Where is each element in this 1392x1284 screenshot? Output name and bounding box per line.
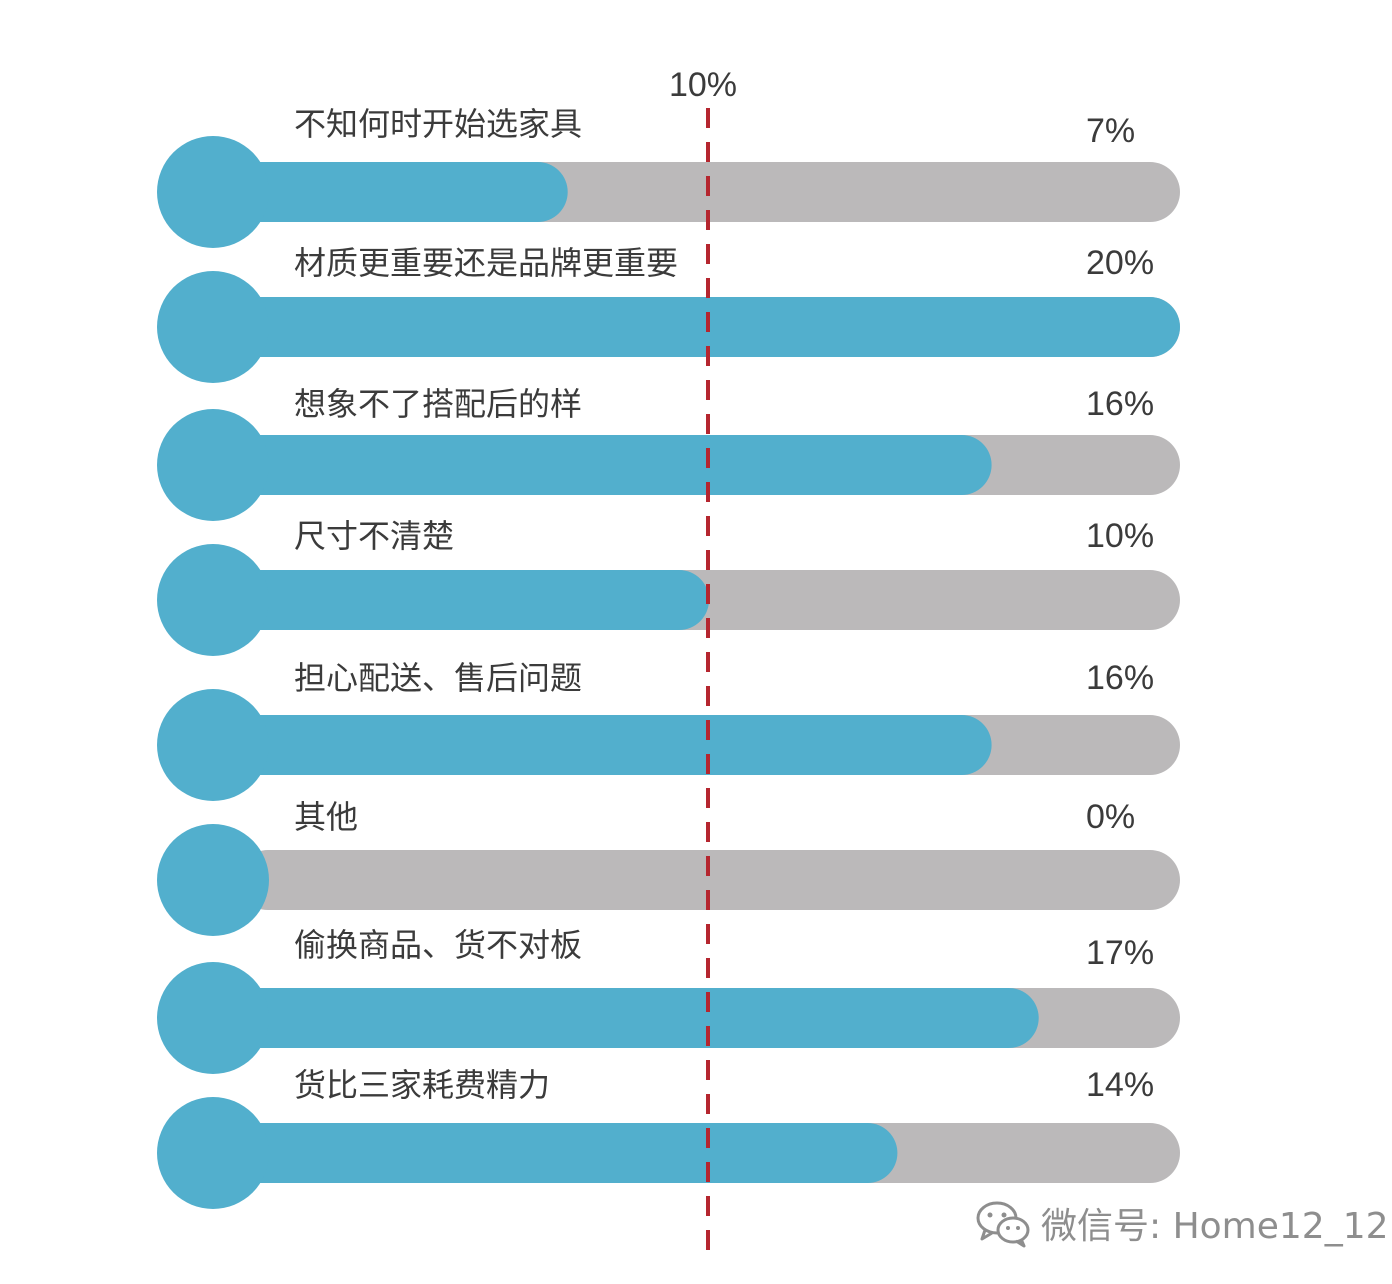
value-label: 10%	[1086, 517, 1154, 555]
chart-row: 材质更重要还是品牌更重要 20%	[157, 244, 1180, 383]
value-label: 16%	[1086, 659, 1154, 697]
bar-bulb	[157, 1097, 269, 1209]
chart-row: 偷换商品、货不对板 17%	[157, 926, 1180, 1074]
bar-value	[208, 988, 1039, 1048]
watermark-text: 微信号: Home12_12	[1041, 1206, 1389, 1247]
bar-value	[208, 297, 1180, 357]
watermark: 微信号: Home12_12	[975, 1196, 1389, 1250]
category-label: 其他	[294, 798, 358, 836]
chart-row: 担心配送、售后问题 16%	[157, 659, 1180, 801]
value-label: 16%	[1086, 385, 1154, 423]
value-label: 0%	[1086, 798, 1135, 836]
wechat-icon	[976, 1201, 1030, 1248]
value-label: 7%	[1086, 112, 1135, 150]
value-label: 20%	[1086, 244, 1154, 282]
bar-track	[238, 850, 1180, 910]
bar-bulb	[157, 136, 269, 248]
category-label: 担心配送、售后问题	[294, 659, 582, 697]
bar-value	[208, 435, 992, 495]
bar-bulb	[157, 824, 269, 936]
bar-bulb	[157, 544, 269, 656]
chart-row: 货比三家耗费精力 14%	[157, 1066, 1180, 1209]
reference-label: 10%	[669, 66, 737, 104]
chart-row: 尺寸不清楚 10%	[157, 517, 1180, 656]
category-label: 想象不了搭配后的样	[294, 385, 582, 423]
category-label: 货比三家耗费精力	[294, 1066, 550, 1104]
bar-bulb	[157, 689, 269, 801]
bar-value	[208, 162, 568, 222]
chart-row: 想象不了搭配后的样 16%	[157, 385, 1180, 521]
category-label: 偷换商品、货不对板	[294, 926, 582, 964]
value-label: 14%	[1086, 1066, 1154, 1104]
bar-value	[208, 570, 709, 630]
category-label: 不知何时开始选家具	[294, 105, 582, 143]
bar-bulb	[157, 271, 269, 383]
bar-value	[208, 715, 992, 775]
bar-value	[208, 1123, 898, 1183]
bar-bulb	[157, 962, 269, 1074]
value-label: 17%	[1086, 934, 1154, 972]
category-label: 尺寸不清楚	[294, 517, 454, 555]
chart-row: 不知何时开始选家具 7%	[157, 105, 1180, 248]
chart-row: 其他 0%	[157, 798, 1180, 936]
bar-bulb	[157, 409, 269, 521]
category-label: 材质更重要还是品牌更重要	[294, 244, 678, 282]
